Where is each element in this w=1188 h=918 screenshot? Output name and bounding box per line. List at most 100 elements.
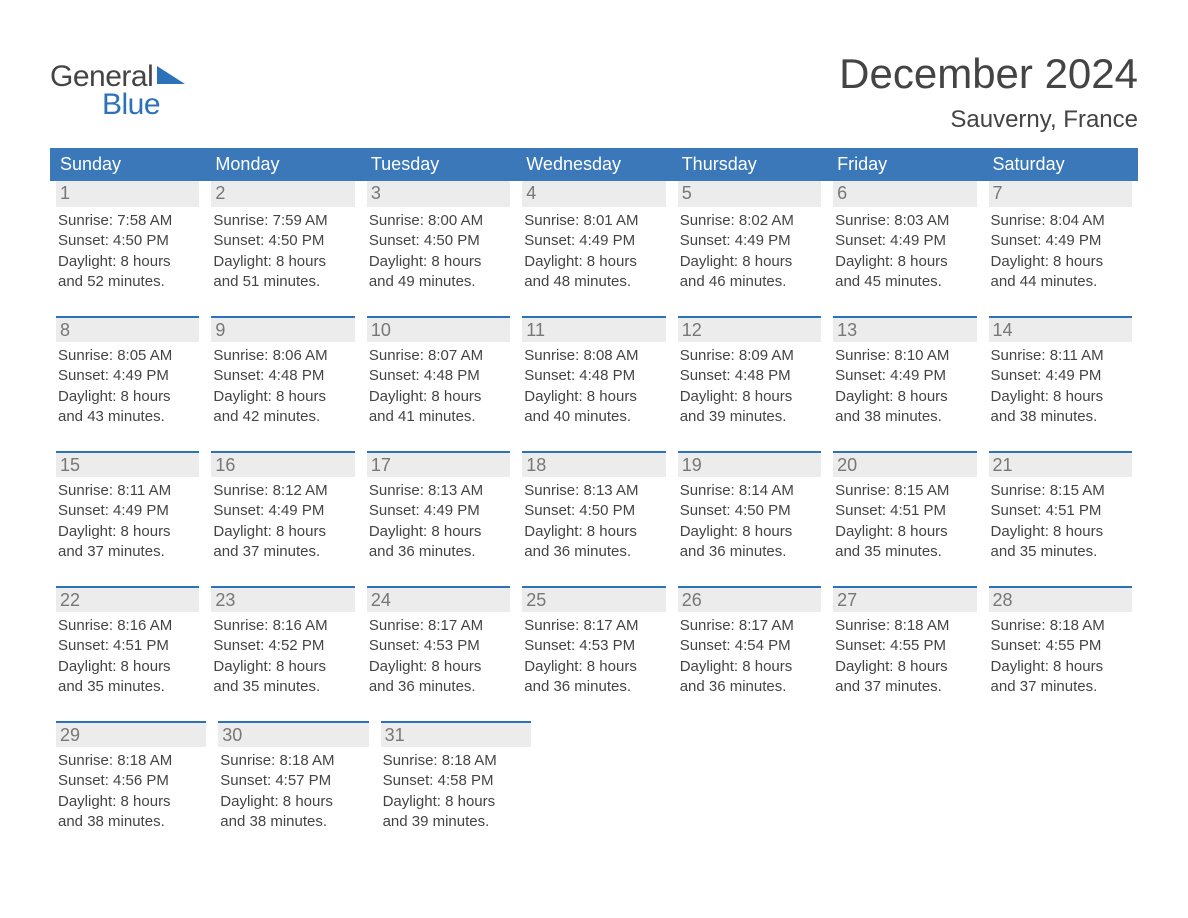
day-cell: 6Sunrise: 8:03 AMSunset: 4:49 PMDaylight… <box>827 181 982 292</box>
sunrise-line: Sunrise: 8:18 AM <box>58 751 204 771</box>
day-cell: 4 Sunrise: 8:01 AMSunset: 4:49 PMDaylight… <box>516 181 671 292</box>
sunrise-line: Sunrise: 8:09 AM <box>680 346 819 366</box>
sunrise-line: Sunrise: 8:14 AM <box>680 481 819 501</box>
day-number: 19 <box>682 455 702 475</box>
day-number-row: 8 <box>56 316 199 342</box>
day-number: 25 <box>526 590 546 610</box>
day-cell: 19Sunrise: 8:14 AMSunset: 4:50 PMDayligh… <box>672 451 827 562</box>
daylight-line-2: and 42 minutes. <box>213 407 352 427</box>
day-number: 23 <box>215 590 235 610</box>
day-cell: 26Sunrise: 8:17 AMSunset: 4:54 PMDayligh… <box>672 586 827 697</box>
day-cell: 27Sunrise: 8:18 AMSunset: 4:55 PMDayligh… <box>827 586 982 697</box>
sunrise-line: Sunrise: 8:17 AM <box>524 616 663 636</box>
daylight-line-2: and 37 minutes. <box>991 677 1130 697</box>
day-number-row: 23 <box>211 586 354 612</box>
daylight-line-1: Daylight: 8 hours <box>680 252 819 272</box>
sunset-line: Sunset: 4:49 PM <box>213 501 352 521</box>
day-body: Sunrise: 8:13 AMSunset: 4:50 PMDaylight:… <box>522 477 665 562</box>
sunset-line: Sunset: 4:49 PM <box>835 231 974 251</box>
day-cell: 8Sunrise: 8:05 AMSunset: 4:49 PMDaylight… <box>50 316 205 427</box>
day-body: Sunrise: 8:12 AMSunset: 4:49 PMDaylight:… <box>211 477 354 562</box>
daylight-line-1: Daylight: 8 hours <box>213 387 352 407</box>
daylight-line-2: and 38 minutes. <box>58 812 204 832</box>
sunrise-line: Sunrise: 8:05 AM <box>58 346 197 366</box>
sunrise-line: Sunrise: 8:16 AM <box>213 616 352 636</box>
daylight-line-2: and 36 minutes. <box>369 542 508 562</box>
daylight-line-2: and 36 minutes. <box>680 677 819 697</box>
day-cell: 7Sunrise: 8:04 AMSunset: 4:49 PMDaylight… <box>983 181 1138 292</box>
daylight-line-1: Daylight: 8 hours <box>680 522 819 542</box>
sunrise-line: Sunrise: 8:10 AM <box>835 346 974 366</box>
day-number-row: 11 <box>522 316 665 342</box>
sunrise-line: Sunrise: 8:03 AM <box>835 211 974 231</box>
daylight-line-1: Daylight: 8 hours <box>835 657 974 677</box>
day-cell: 21Sunrise: 8:15 AMSunset: 4:51 PMDayligh… <box>983 451 1138 562</box>
daylight-line-1: Daylight: 8 hours <box>58 792 204 812</box>
sunset-line: Sunset: 4:49 PM <box>369 501 508 521</box>
daylight-line-1: Daylight: 8 hours <box>383 792 529 812</box>
day-cell: 17Sunrise: 8:13 AMSunset: 4:49 PMDayligh… <box>361 451 516 562</box>
day-body: Sunrise: 8:17 AMSunset: 4:54 PMDaylight:… <box>678 612 821 697</box>
sunrise-line: Sunrise: 8:17 AM <box>680 616 819 636</box>
day-number: 27 <box>837 590 857 610</box>
daylight-line-2: and 37 minutes. <box>835 677 974 697</box>
day-number: 11 <box>526 320 545 340</box>
sunrise-line: Sunrise: 7:59 AM <box>213 211 352 231</box>
daylight-line-2: and 36 minutes. <box>524 677 663 697</box>
day-number-row: 29 <box>56 721 206 747</box>
sunset-line: Sunset: 4:56 PM <box>58 771 204 791</box>
page-title: December 2024 <box>839 50 1138 98</box>
location-label: Sauverny, France <box>839 106 1138 134</box>
day-body: Sunrise: 8:05 AMSunset: 4:49 PMDaylight:… <box>56 342 199 427</box>
day-number-row: 5 <box>678 181 821 207</box>
header-saturday: Saturday <box>983 148 1138 181</box>
sunrise-line: Sunrise: 8:16 AM <box>58 616 197 636</box>
sunrise-line: Sunrise: 8:11 AM <box>58 481 197 501</box>
day-body: Sunrise: 8:18 AMSunset: 4:55 PMDaylight:… <box>989 612 1132 697</box>
sunrise-line: Sunrise: 8:11 AM <box>991 346 1130 366</box>
day-body: Sunrise: 8:15 AMSunset: 4:51 PMDaylight:… <box>833 477 976 562</box>
daylight-line-1: Daylight: 8 hours <box>680 387 819 407</box>
day-number-row: 27 <box>833 586 976 612</box>
sunrise-line: Sunrise: 8:06 AM <box>213 346 352 366</box>
sunrise-line: Sunrise: 8:18 AM <box>835 616 974 636</box>
daylight-line-2: and 36 minutes. <box>524 542 663 562</box>
sunset-line: Sunset: 4:49 PM <box>680 231 819 251</box>
day-cell: 15Sunrise: 8:11 AMSunset: 4:49 PMDayligh… <box>50 451 205 562</box>
day-number: 15 <box>60 455 80 475</box>
day-cell: 10Sunrise: 8:07 AMSunset: 4:48 PMDayligh… <box>361 316 516 427</box>
day-cell: 22Sunrise: 8:16 AMSunset: 4:51 PMDayligh… <box>50 586 205 697</box>
daylight-line-1: Daylight: 8 hours <box>991 387 1130 407</box>
day-number-row: 21 <box>989 451 1132 477</box>
day-body: Sunrise: 8:18 AMSunset: 4:55 PMDaylight:… <box>833 612 976 697</box>
sunrise-line: Sunrise: 8:18 AM <box>991 616 1130 636</box>
daylight-line-1: Daylight: 8 hours <box>524 387 663 407</box>
daylight-line-1: Daylight: 8 hours <box>369 657 508 677</box>
sunset-line: Sunset: 4:55 PM <box>991 636 1130 656</box>
day-body: Sunrise: 8:17 AMSunset: 4:53 PMDaylight:… <box>367 612 510 697</box>
header-row: General Blue December 2024 Sauverny, Fra… <box>50 50 1138 134</box>
daylight-line-1: Daylight: 8 hours <box>680 657 819 677</box>
daylight-line-2: and 35 minutes. <box>835 542 974 562</box>
sunrise-line: Sunrise: 7:58 AM <box>58 211 197 231</box>
day-body: Sunrise: 8:01 AMSunset: 4:49 PMDaylight:… <box>522 207 665 292</box>
day-number-row: 26 <box>678 586 821 612</box>
sunset-line: Sunset: 4:48 PM <box>369 366 508 386</box>
day-body: Sunrise: 8:04 AMSunset: 4:49 PMDaylight:… <box>989 207 1132 292</box>
day-number: 24 <box>371 590 391 610</box>
day-cell: 2Sunrise: 7:59 AMSunset: 4:50 PMDaylight… <box>205 181 360 292</box>
day-number-row: 14 <box>989 316 1132 342</box>
sunset-line: Sunset: 4:51 PM <box>58 636 197 656</box>
title-block: December 2024 Sauverny, France <box>839 50 1138 134</box>
day-number-row: 2 <box>211 181 354 207</box>
day-number: 4 <box>526 183 536 203</box>
daylight-line-1: Daylight: 8 hours <box>213 657 352 677</box>
sunset-line: Sunset: 4:49 PM <box>58 366 197 386</box>
day-cell: 20Sunrise: 8:15 AMSunset: 4:51 PMDayligh… <box>827 451 982 562</box>
header-wednesday: Wednesday <box>516 148 671 181</box>
calendar-week: 8Sunrise: 8:05 AMSunset: 4:49 PMDaylight… <box>50 316 1138 427</box>
sunrise-line: Sunrise: 8:07 AM <box>369 346 508 366</box>
day-number-row: 1 <box>56 181 199 207</box>
day-number: 2 <box>215 183 225 203</box>
day-number: 12 <box>682 320 702 340</box>
